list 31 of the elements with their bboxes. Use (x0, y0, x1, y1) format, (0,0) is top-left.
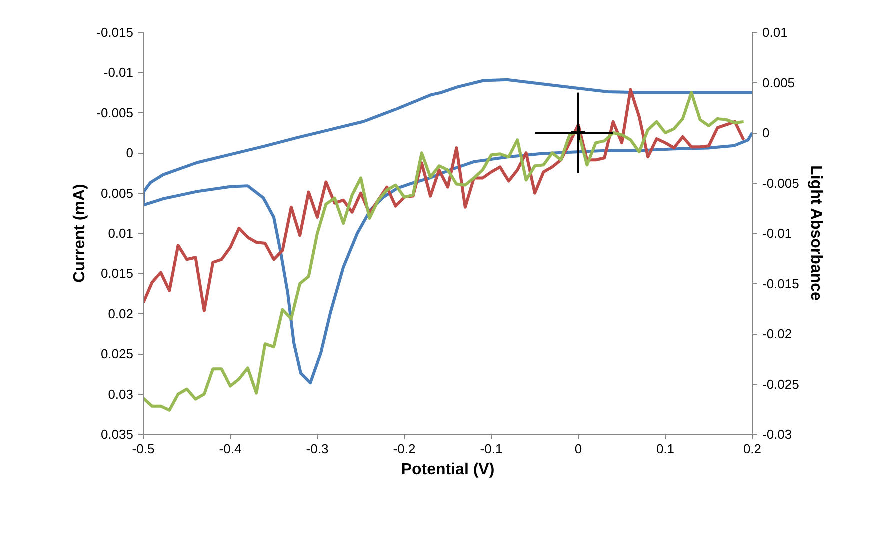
y-tick-label: -0.01 (104, 65, 134, 80)
y-tick-label: 0.035 (100, 427, 134, 442)
y2-tick-label: -0.02 (762, 326, 792, 342)
y2-tick-label: -0.025 (762, 376, 800, 392)
y-tick-label: 0.03 (108, 386, 134, 402)
x-tick-label: -0.4 (219, 442, 242, 456)
y-tick-label: -0.015 (96, 25, 134, 40)
x-axis-title: Potential (V) (401, 462, 495, 478)
y2-axis-title: Light Absorbance (807, 165, 824, 302)
y-tick-label: 0.01 (108, 226, 134, 241)
y-tick-label: 0.015 (100, 266, 134, 282)
y-tick-label: 0.02 (108, 306, 134, 322)
y2-tick-label: 0.005 (762, 75, 796, 90)
x-tick-label: -0.2 (393, 442, 416, 456)
x-tick-label: 0 (574, 442, 582, 456)
y2-tick-label: 0 (762, 126, 770, 140)
x-tick-label: -0.3 (306, 442, 329, 456)
y-tick-label: 0.025 (100, 346, 134, 362)
y-tick-label: -0.005 (96, 105, 134, 120)
y-axis-title: Current (mA) (72, 184, 89, 283)
x-tick-label: 0.1 (656, 442, 675, 456)
y2-tick-label: -0.01 (762, 226, 792, 241)
x-tick-label: 0.2 (743, 442, 762, 456)
y2-tick-label: 0.01 (762, 25, 788, 40)
y-tick-label: 0 (126, 146, 134, 161)
x-tick-label: -0.5 (132, 442, 155, 456)
y-tick-label: 0.005 (100, 186, 134, 201)
x-tick-label: -0.1 (480, 442, 503, 456)
y2-tick-label: -0.015 (762, 276, 800, 292)
y2-tick-label: -0.005 (762, 176, 800, 191)
y2-tick-label: -0.03 (762, 427, 792, 442)
